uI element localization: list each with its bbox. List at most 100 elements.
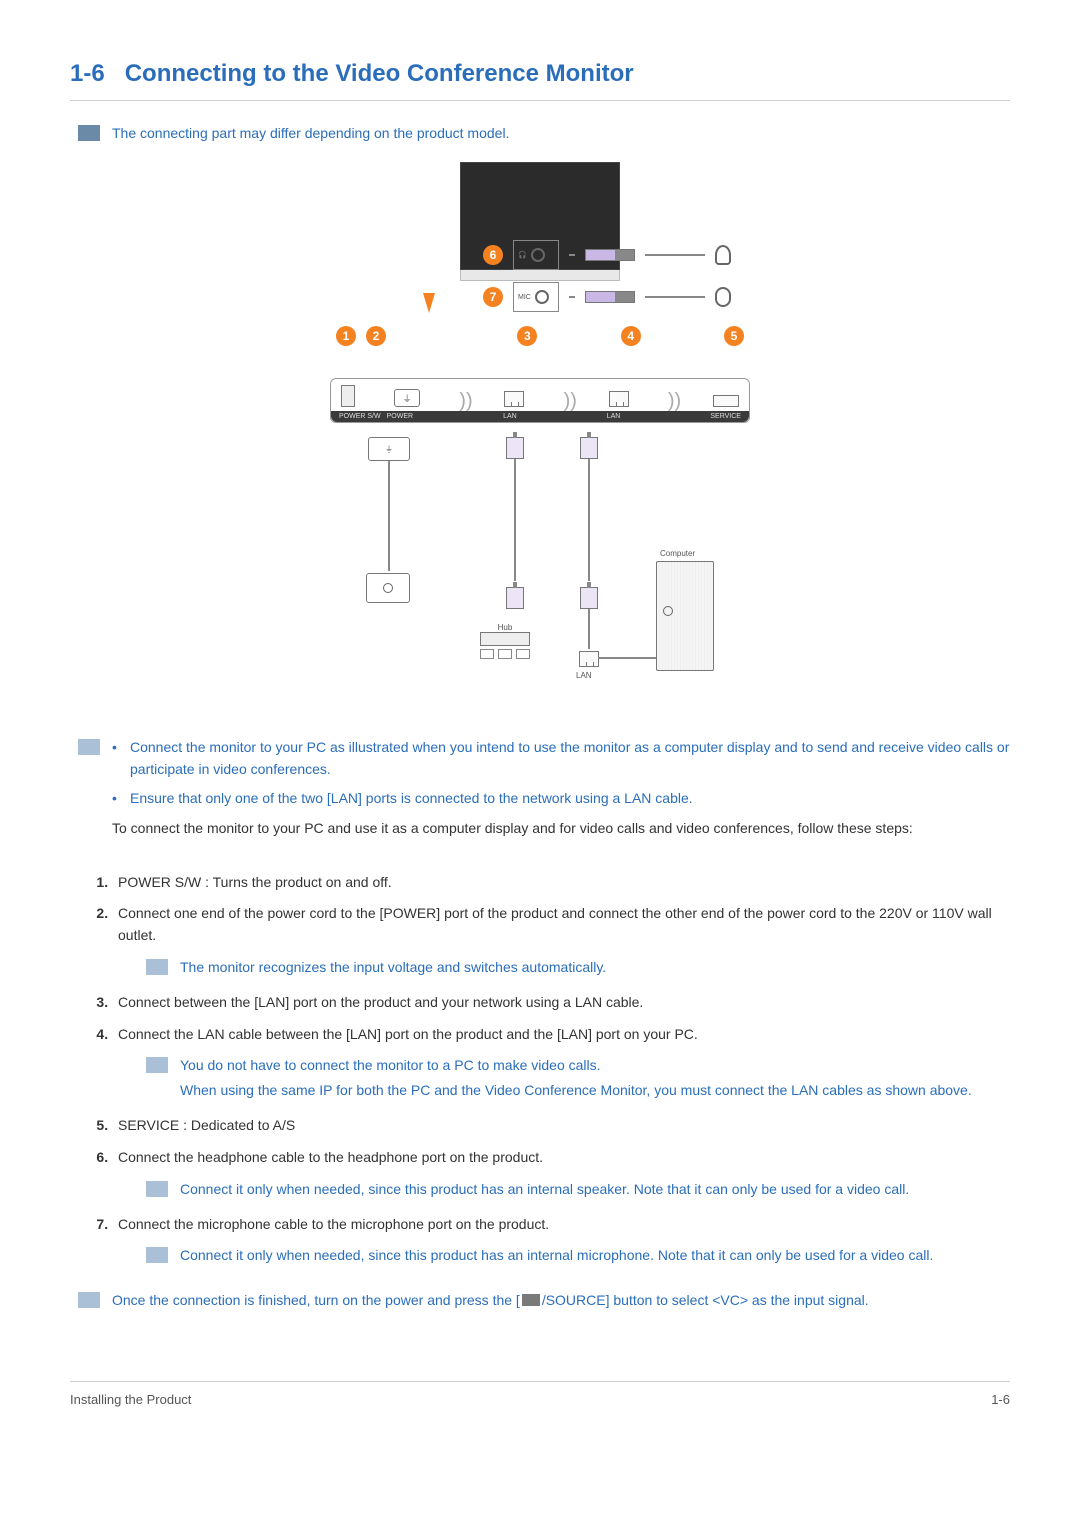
rj45-connector — [506, 437, 524, 459]
subnote-text: Connect it only when needed, since this … — [180, 1245, 933, 1266]
pc-lan-label: LAN — [576, 671, 592, 680]
callout-3: 3 — [517, 326, 537, 346]
note-marker-icon — [78, 739, 100, 755]
step-item: Connect between the [LAN] port on the pr… — [112, 992, 1010, 1014]
mic-jack-row: 7 MIC — [483, 282, 731, 312]
step-text: POWER S/W : Turns the product on and off… — [118, 874, 392, 890]
footer-left: Installing the Product — [70, 1392, 191, 1407]
step-text: Connect the headphone cable to the headp… — [118, 1149, 543, 1165]
lan-label-2: LAN — [607, 413, 621, 420]
power-label: POWER — [387, 413, 413, 420]
closing-note: Once the connection is finished, turn on… — [78, 1290, 1010, 1311]
note-marker-icon — [146, 1181, 168, 1197]
rear-panel-box: )) )) )) POWER S/W POWER LAN LAN SERVICE — [330, 378, 750, 423]
headphone-port-box: 🎧 — [513, 240, 559, 270]
subnote-text: You do not have to connect the monitor t… — [180, 1055, 972, 1076]
lan-port-2 — [609, 391, 629, 407]
section-heading: 1-6 Connecting to the Video Conference M… — [70, 60, 1010, 101]
cable-stub — [569, 254, 575, 256]
note-marker-icon — [78, 125, 100, 141]
power-sw-label: POWER S/W — [339, 413, 381, 420]
step-item: Connect the microphone cable to the micr… — [112, 1214, 1010, 1271]
headphone-icon: 🎧 — [518, 251, 527, 259]
step-text: Connect one end of the power cord to the… — [118, 905, 992, 943]
step-text: Connect the microphone cable to the micr… — [118, 1216, 549, 1232]
power-sw-port — [341, 385, 355, 407]
down-arrow-icon — [423, 293, 435, 313]
headphone-port — [531, 248, 545, 262]
step-text: Connect the LAN cable between the [LAN] … — [118, 1026, 698, 1042]
monitor-front-diagram: 6 🎧 7 MIC — [315, 162, 765, 313]
top-note-text: The connecting part may differ depending… — [112, 123, 509, 144]
wiring-diagram: ⏚ Hub LAN Computer — [330, 431, 750, 711]
headphone-plug — [585, 249, 635, 261]
panel-divider: )) — [668, 395, 674, 407]
footer-right: 1-6 — [991, 1392, 1010, 1407]
wall-outlet — [366, 573, 410, 603]
callout-4: 4 — [621, 326, 641, 346]
service-label: SERVICE — [710, 413, 741, 420]
rj45-connector — [506, 587, 524, 609]
page-footer: Installing the Product 1-6 — [70, 1381, 1010, 1407]
source-button-icon — [522, 1294, 540, 1306]
panel-divider: )) — [564, 395, 570, 407]
headphone-jack-row: 6 🎧 — [483, 240, 731, 270]
lan-label-1: LAN — [503, 413, 517, 420]
hub-label: Hub — [480, 623, 530, 632]
mic-port — [535, 290, 549, 304]
computer-tower — [656, 561, 714, 671]
callout-2: 2 — [366, 326, 386, 346]
step-text: SERVICE : Dedicated to A/S — [118, 1117, 295, 1133]
cable-stub — [569, 296, 575, 298]
step-item: POWER S/W : Turns the product on and off… — [112, 872, 1010, 894]
network-hub: Hub — [480, 623, 530, 659]
rear-panel-diagram: 1 2 3 4 5 )) )) )) POWER S/W POWER — [70, 326, 1010, 711]
intro-bullet: Ensure that only one of the two [LAN] po… — [112, 788, 1010, 810]
mic-port-label: MIC — [518, 294, 531, 301]
note-marker-icon — [146, 1247, 168, 1263]
steps-list: POWER S/W : Turns the product on and off… — [92, 872, 1010, 1271]
closing-note-text: Once the connection is finished, turn on… — [112, 1290, 869, 1311]
callout-1: 1 — [336, 326, 356, 346]
rear-label-strip: POWER S/W POWER LAN LAN SERVICE — [331, 411, 749, 422]
intro-follow-text: To connect the monitor to your PC and us… — [112, 818, 1010, 840]
step-item: Connect the LAN cable between the [LAN] … — [112, 1024, 1010, 1106]
power-port — [394, 389, 420, 407]
headphone-cable — [645, 254, 705, 256]
power-cord-plug: ⏚ — [368, 437, 410, 461]
step-item: SERVICE : Dedicated to A/S — [112, 1115, 1010, 1137]
callout-5: 5 — [724, 326, 744, 346]
section-number: 1-6 — [70, 60, 105, 87]
step-subnote: Connect it only when needed, since this … — [146, 1179, 1010, 1204]
step-item: Connect the headphone cable to the headp… — [112, 1147, 1010, 1204]
note-marker-icon — [78, 1292, 100, 1308]
note-marker-icon — [146, 1057, 168, 1073]
closing-before: Once the connection is finished, turn on… — [112, 1292, 520, 1308]
step-subnote: The monitor recognizes the input voltage… — [146, 957, 1010, 982]
rj45-connector — [580, 587, 598, 609]
callout-6: 6 — [483, 245, 503, 265]
service-port — [713, 395, 739, 407]
intro-note-block: Connect the monitor to your PC as illust… — [78, 737, 1010, 854]
subnote-text: When using the same IP for both the PC a… — [180, 1080, 972, 1101]
computer-label: Computer — [660, 549, 695, 558]
panel-divider: )) — [459, 395, 465, 407]
subnote-text: Connect it only when needed, since this … — [180, 1179, 909, 1200]
intro-bullet: Connect the monitor to your PC as illust… — [112, 737, 1010, 780]
mic-port-box: MIC — [513, 282, 559, 312]
top-note: The connecting part may differ depending… — [78, 123, 1010, 144]
connection-diagram: 6 🎧 7 MIC — [70, 162, 1010, 711]
step-item: Connect one end of the power cord to the… — [112, 903, 1010, 981]
step-subnote: Connect it only when needed, since this … — [146, 1245, 1010, 1270]
pc-lan-port — [579, 651, 599, 667]
subnote-text: The monitor recognizes the input voltage… — [180, 957, 606, 978]
step-subnote: You do not have to connect the monitor t… — [146, 1055, 1010, 1105]
closing-after: /SOURCE] button to select <VC> as the in… — [542, 1292, 869, 1308]
note-marker-icon — [146, 959, 168, 975]
rj45-connector — [580, 437, 598, 459]
mic-cable — [645, 296, 705, 298]
mic-plug — [585, 291, 635, 303]
section-title: Connecting to the Video Conference Monit… — [125, 60, 634, 87]
mic-icon-shape — [715, 287, 731, 307]
step-text: Connect between the [LAN] port on the pr… — [118, 994, 643, 1010]
